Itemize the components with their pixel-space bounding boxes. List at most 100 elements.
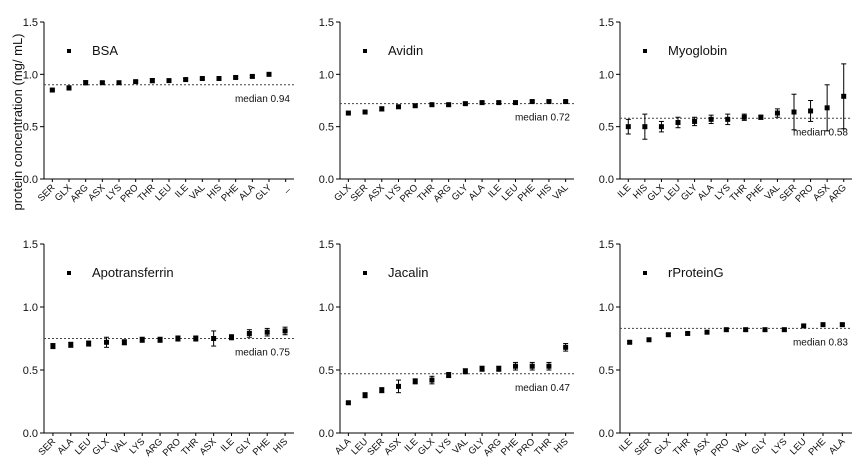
data-point (166, 78, 172, 84)
data-point (820, 322, 826, 328)
data-point (345, 110, 351, 116)
data-point (762, 327, 768, 333)
x-tick-label: SER (36, 436, 58, 458)
x-tick-label: GLY (749, 436, 770, 457)
median-label: median 0.72 (515, 113, 570, 124)
y-tick-label: 0.5 (599, 122, 614, 134)
y-tick-label: 0.0 (23, 174, 38, 186)
data-point (479, 366, 485, 372)
data-point (50, 343, 56, 349)
data-point (462, 368, 468, 374)
x-tick-label: ALA (696, 182, 717, 203)
x-tick-label: ILE (173, 182, 191, 200)
data-point (625, 124, 631, 130)
x-tick-label: LEU (500, 182, 521, 203)
median-label: median 0.83 (793, 337, 848, 348)
data-point (563, 344, 569, 350)
data-point (546, 99, 552, 105)
x-tick-label: PRO (161, 436, 183, 458)
legend-label: Apotransferrin (92, 265, 174, 280)
data-point (529, 363, 535, 369)
data-point (529, 99, 535, 105)
y-tick-label: 1.0 (319, 69, 334, 81)
x-tick-label: ALA (55, 436, 76, 457)
data-point (183, 77, 189, 83)
panel-apotransferrin: 0.0 0.5 1.0 1.5 median 0.75 Apotransferrin SER… (23, 239, 294, 459)
y-tick-label: 1.0 (23, 302, 38, 314)
x-tick-label: HIS (271, 436, 290, 455)
data-point (104, 339, 109, 345)
legend-label: Myoglobin (668, 43, 727, 58)
x-tick-label: LYS (769, 436, 789, 456)
data-point (83, 80, 89, 86)
data-point (211, 336, 217, 341)
x-tick-label: THR (671, 436, 693, 458)
y-tick-label: 0.5 (599, 365, 614, 377)
data-point (379, 387, 385, 393)
data-point (658, 124, 664, 130)
y-tick-label: 1.0 (599, 302, 614, 314)
data-point (446, 102, 452, 108)
x-tick-label: GLY (450, 182, 471, 203)
x-tick-label: VAL (109, 436, 129, 456)
legend-label: BSA (92, 43, 118, 58)
x-tick-label: ALA (827, 436, 848, 457)
data-point (429, 102, 435, 108)
x-tick-label: PHE (807, 436, 829, 458)
data-point (642, 124, 648, 130)
x-tick-label: ILE (616, 182, 634, 200)
y-tick-label: 1.5 (599, 17, 614, 29)
x-tick-label: SER (633, 436, 655, 458)
data-point (563, 99, 569, 105)
data-point (396, 383, 401, 389)
y-tick-label: 1.5 (23, 17, 38, 29)
median-label: median 0.75 (235, 348, 290, 359)
data-point (362, 109, 368, 115)
x-tick-label: HIS (552, 436, 571, 455)
data-point (801, 323, 807, 329)
data-point (216, 76, 222, 82)
data-point (229, 334, 234, 340)
data-point (513, 100, 518, 106)
data-point (139, 337, 145, 343)
data-point (133, 79, 139, 85)
data-point (675, 119, 681, 125)
data-point (379, 106, 385, 112)
data-point (758, 114, 764, 120)
data-point (412, 378, 418, 384)
legend-marker (643, 271, 647, 275)
data-point (68, 342, 74, 348)
data-point (193, 336, 199, 341)
x-tick-label: THR (179, 436, 201, 458)
x-tick-label: ALA (237, 182, 258, 203)
x-tick-label: VAL (187, 182, 207, 202)
legend-marker (363, 271, 367, 275)
y-tick-label: 1.0 (319, 302, 334, 314)
data-point (496, 100, 502, 106)
x-tick-label: ILE (219, 436, 237, 454)
y-tick-label: 0.0 (319, 428, 334, 440)
x-tick-label: LEU (788, 436, 809, 457)
legend-marker (67, 271, 71, 275)
legend-label: rProteinG (668, 265, 724, 280)
x-tick-label: LEU (73, 436, 94, 457)
x-tick-label: ALA (333, 436, 354, 457)
data-point (266, 71, 272, 77)
data-point (546, 363, 552, 369)
x-tick-label: ASX (198, 436, 220, 458)
x-tick-label: PHE (251, 436, 273, 458)
legend-label: Avidin (388, 43, 423, 58)
data-point (665, 332, 671, 338)
data-point (791, 109, 797, 115)
x-tick-label: LEU (153, 182, 174, 203)
x-tick-label: HIS (535, 182, 554, 201)
y-axis-label: protein concentration (mg/ mL) (10, 33, 25, 210)
x-tick-label: _ (279, 182, 292, 195)
y-tick-label: 0.0 (599, 428, 614, 440)
data-point (824, 105, 830, 111)
x-tick-label: VAL (450, 436, 470, 456)
